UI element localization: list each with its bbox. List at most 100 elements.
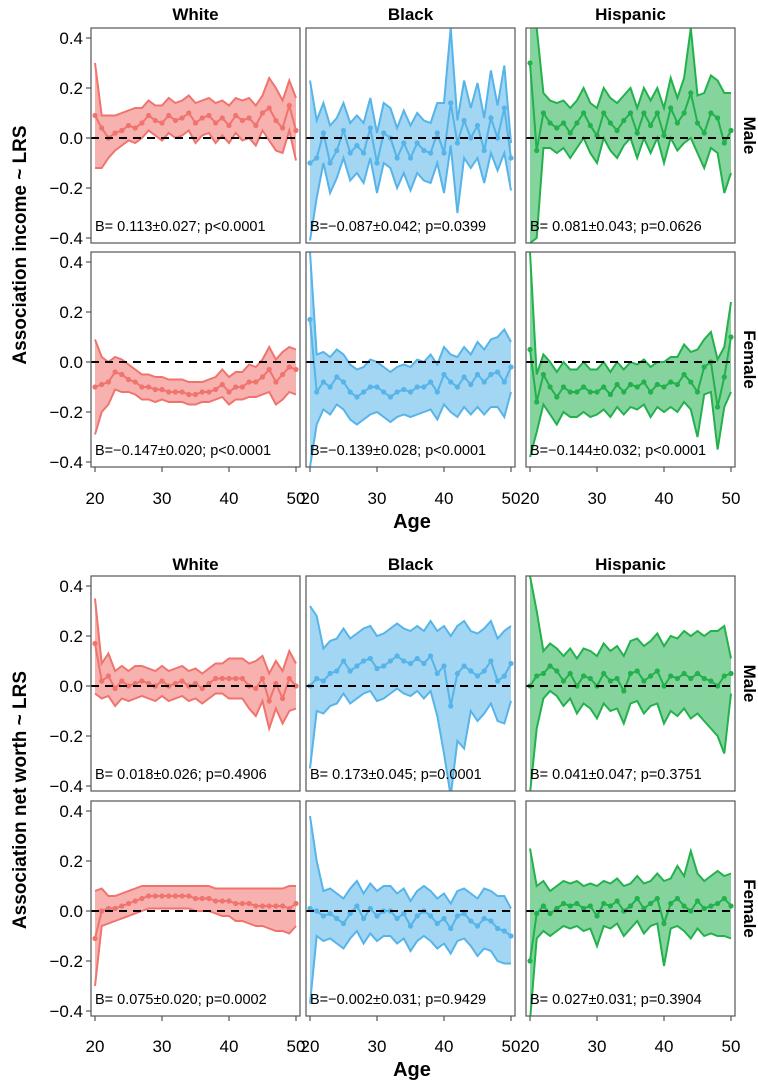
- mean-point: [186, 683, 192, 689]
- x-tick-label: 50: [502, 489, 521, 508]
- mean-point: [488, 918, 494, 924]
- mean-point: [334, 147, 340, 154]
- mean-point: [468, 381, 474, 388]
- mean-point: [454, 670, 460, 677]
- mean-point: [105, 905, 111, 912]
- panel-annotation: B= 0.018±0.026; p=0.4906: [95, 767, 267, 783]
- mean-point: [334, 915, 340, 922]
- mean-point: [428, 379, 434, 385]
- mean-point: [527, 60, 533, 66]
- mean-point: [246, 115, 252, 121]
- mean-point: [441, 371, 447, 378]
- x-tick-label: 30: [153, 1037, 172, 1056]
- panel-border: [90, 800, 301, 1017]
- mean-point: [226, 122, 232, 129]
- x-tick-label: 30: [588, 1037, 607, 1056]
- confidence-band: [310, 252, 511, 467]
- mean-point: [668, 673, 674, 679]
- mean-point: [286, 364, 292, 370]
- y-tick-label: 0.0: [59, 677, 83, 696]
- mean-point: [361, 389, 367, 395]
- mean-point: [448, 703, 454, 709]
- mean-point: [674, 381, 681, 388]
- chart-figure-1: Association net worth ~ LRS Age White Black…: [10, 555, 758, 1081]
- mean-point: [233, 384, 239, 390]
- mean-point: [219, 898, 225, 904]
- mean-point: [166, 893, 172, 899]
- mean-point: [574, 389, 580, 395]
- mean-point: [508, 364, 514, 370]
- mean-point: [454, 384, 460, 390]
- mean-point: [293, 366, 299, 373]
- mean-point: [674, 675, 681, 682]
- mean-point: [621, 688, 627, 694]
- mean-point: [461, 910, 467, 917]
- mean-point: [461, 663, 467, 669]
- row-strip-male: Male: [740, 117, 758, 155]
- mean-point: [468, 918, 474, 924]
- mean-point: [428, 653, 434, 659]
- panel-border: [525, 251, 736, 468]
- mean-point: [540, 903, 547, 909]
- mean-point: [132, 680, 138, 687]
- mean-point: [394, 915, 400, 922]
- mean-point: [112, 369, 118, 375]
- mean-point: [574, 683, 580, 689]
- mean-point: [293, 900, 299, 907]
- mean-point: [721, 140, 727, 146]
- mean-point: [448, 925, 454, 932]
- mean-point: [361, 150, 367, 156]
- mean-point: [567, 670, 573, 677]
- mean-point: [474, 122, 481, 129]
- mean-point: [179, 389, 185, 395]
- mean-point: [192, 895, 199, 902]
- mean-point: [474, 673, 481, 679]
- mean-point: [481, 668, 487, 674]
- mean-point: [648, 389, 654, 395]
- mean-point: [146, 680, 152, 687]
- x-tick-label: 50: [722, 1037, 741, 1056]
- mean-point: [461, 374, 467, 380]
- mean-point: [614, 381, 620, 388]
- y-tick-label: 0.4: [59, 802, 83, 821]
- mean-point: [387, 658, 393, 664]
- mean-point: [192, 391, 199, 398]
- mean-point: [219, 381, 225, 388]
- column-strip-white: White: [172, 5, 218, 24]
- y-tick-label: 0.2: [59, 627, 83, 646]
- mean-point: [206, 895, 212, 902]
- lower-bound-line: [309, 391, 512, 467]
- mean-point: [246, 379, 252, 385]
- mean-point: [481, 147, 487, 154]
- row-strip-female: Female: [740, 330, 758, 389]
- mean-point: [314, 908, 320, 914]
- column-strip-hispanic: Hispanic: [595, 555, 666, 574]
- mean-point: [694, 670, 701, 677]
- mean-point: [367, 905, 373, 912]
- mean-point: [674, 120, 681, 126]
- mean-point: [347, 910, 353, 917]
- column-strip-hispanic: Hispanic: [595, 5, 666, 24]
- mean-point: [354, 394, 360, 400]
- mean-point: [495, 369, 501, 375]
- mean-point: [152, 683, 158, 689]
- mean-point: [105, 379, 111, 385]
- mean-point: [186, 893, 192, 899]
- mean-point: [547, 910, 553, 917]
- mean-point: [99, 678, 105, 684]
- mean-point: [641, 678, 647, 684]
- lower-bound-line: [95, 126, 297, 169]
- mean-point: [105, 673, 111, 679]
- mean-point: [501, 379, 507, 385]
- mean-point: [654, 895, 660, 902]
- mean-point: [614, 675, 620, 682]
- mean-point: [119, 371, 125, 378]
- mean-point: [414, 384, 420, 390]
- mean-point: [428, 150, 434, 156]
- mean-point: [273, 117, 279, 124]
- mean-point: [594, 389, 600, 395]
- mean-point: [567, 130, 573, 136]
- y-tick-label: −0.2: [49, 952, 83, 971]
- mean-point: [540, 371, 547, 378]
- mean-point: [681, 110, 687, 116]
